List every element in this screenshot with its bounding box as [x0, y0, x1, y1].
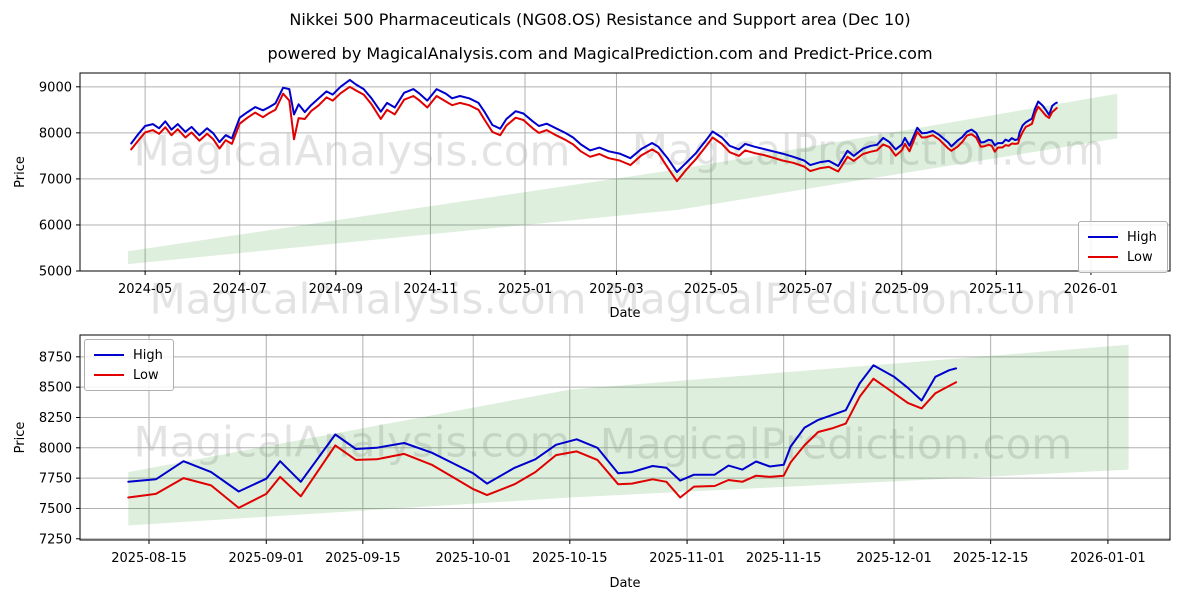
legend-label-low: Low — [1127, 249, 1153, 265]
x-tick-label: 2025-08-15 — [111, 551, 187, 566]
legend-item-low: Low — [1088, 247, 1157, 267]
x-tick-label: 2025-10-15 — [532, 551, 608, 566]
x-tick-label: 2026-01 — [1064, 282, 1118, 297]
legend-item-high: High — [94, 345, 163, 365]
y-tick-label: 8000 — [39, 441, 72, 456]
high-line-swatch — [94, 354, 124, 356]
watermark-magicalanalysis: MagicalAnalysis.com — [149, 274, 587, 324]
x-tick-label: 2025-09-15 — [325, 551, 401, 566]
bottom-chart-legend: High Low — [84, 339, 174, 391]
bottom-price-chart: 7250 7500 7750 8000 8250 8500 8750 2025-08-15 20… — [13, 334, 1171, 591]
legend-label-low: Low — [133, 367, 159, 383]
y-axis-label: Price — [13, 422, 28, 454]
x-axis-label: Date — [609, 576, 640, 591]
y-tick-label: 7250 — [39, 532, 72, 547]
y-tick-label: 8500 — [39, 381, 72, 396]
legend-item-high: High — [1088, 227, 1157, 247]
page-subtitle: powered by MagicalAnalysis.com and Magic… — [267, 44, 933, 63]
y-tick-label: 5000 — [39, 265, 72, 280]
low-line-swatch — [1088, 256, 1118, 258]
y-tick-label: 8750 — [39, 350, 72, 365]
low-line — [127, 377, 958, 509]
high-line-swatch — [1088, 236, 1118, 238]
x-tick-label: 2024-05 — [118, 282, 172, 297]
high-line — [127, 364, 958, 493]
top-price-chart: 5000 6000 7000 8000 9000 2024-05 2024-07 2024-0… — [13, 72, 1171, 321]
watermark-magicalprediction: MagicalPrediction.com — [603, 274, 1077, 324]
legend-label-high: High — [1127, 229, 1157, 245]
x-tick-label: 2025-03 — [589, 282, 643, 297]
y-tick-label: 7750 — [39, 472, 72, 487]
page-title: Nikkei 500 Pharmaceuticals (NG08.OS) Res… — [289, 10, 911, 29]
y-tick-label: 6000 — [39, 218, 72, 233]
legend-label-high: High — [133, 347, 163, 363]
plot-border — [79, 72, 1171, 272]
x-tick-label: 2025-09 — [875, 282, 929, 297]
x-axis-label: Date — [609, 306, 640, 321]
legend-item-low: Low — [94, 365, 163, 385]
low-line-swatch — [94, 374, 124, 376]
support-resistance-band — [128, 344, 1129, 526]
x-tick-label: 2024-09 — [309, 282, 363, 297]
x-tick-label: 2025-11-01 — [649, 551, 725, 566]
y-tick-label: 9000 — [39, 80, 72, 95]
x-tick-label: 2025-07 — [778, 282, 832, 297]
x-tick-label: 2025-01 — [498, 282, 552, 297]
x-tick-label: 2025-11-15 — [746, 551, 822, 566]
y-tick-label: 8250 — [39, 411, 72, 426]
y-tick-label: 8000 — [39, 126, 72, 141]
x-tick-label: 2025-12-01 — [856, 551, 932, 566]
high-line — [130, 78, 1058, 173]
plot-border — [79, 334, 1171, 541]
x-tick-label: 2025-11 — [969, 282, 1023, 297]
y-axis-label: Price — [13, 156, 28, 188]
top-chart-legend: High Low — [1078, 221, 1168, 273]
x-tick-label: 2025-09-01 — [228, 551, 304, 566]
x-tick-label: 2024-07 — [213, 282, 267, 297]
x-tick-label: 2024-11 — [403, 282, 457, 297]
x-tick-label: 2025-10-01 — [435, 551, 511, 566]
low-line — [130, 85, 1058, 183]
y-tick-label: 7000 — [39, 172, 72, 187]
y-tick-label: 7500 — [39, 502, 72, 517]
x-tick-label: 2026-01-01 — [1070, 551, 1146, 566]
x-tick-label: 2025-12-15 — [953, 551, 1029, 566]
support-resistance-band — [128, 93, 1118, 265]
x-tick-label: 2025-05 — [684, 282, 738, 297]
